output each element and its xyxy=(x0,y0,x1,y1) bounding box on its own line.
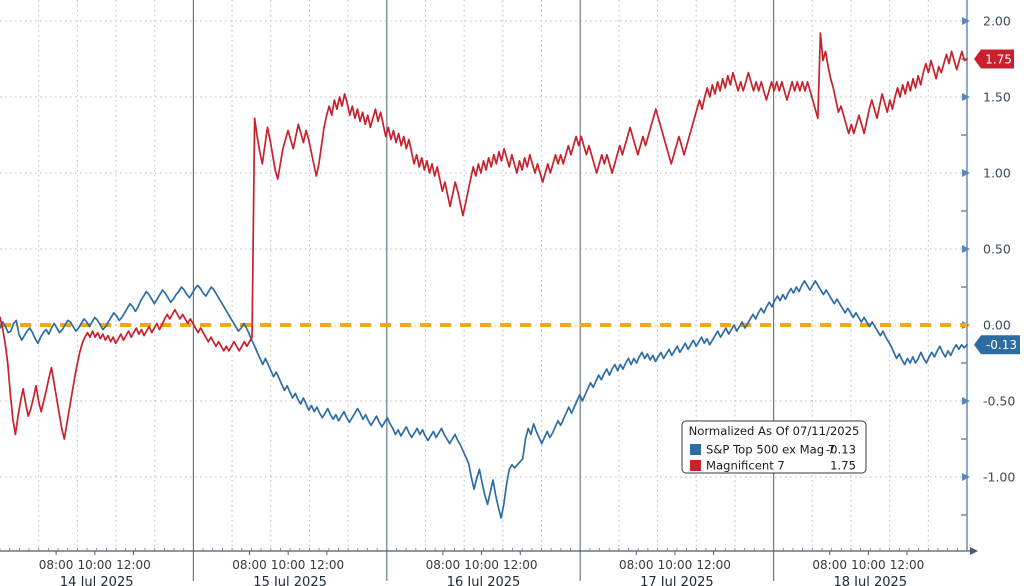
x-tick-label: 10:00 xyxy=(77,558,112,572)
x-tick-label: 12:00 xyxy=(890,558,925,572)
x-tick-label: 08:00 xyxy=(812,558,847,572)
x-tick-label: 10:00 xyxy=(464,558,499,572)
x-tick-label: 12:00 xyxy=(503,558,538,572)
badge-shape xyxy=(974,335,1020,355)
x-tick-label: 08:00 xyxy=(619,558,654,572)
x-tick-label: 12:00 xyxy=(696,558,731,572)
x-tick-label: 10:00 xyxy=(851,558,886,572)
y-tick-label: 1.50 xyxy=(983,90,1011,105)
y-tick-label: 1.00 xyxy=(983,166,1011,181)
x-day-label: 18 Jul 2025 xyxy=(834,575,908,586)
legend-series-label: S&P Top 500 ex Mag 7 xyxy=(706,443,835,457)
x-day-label: 15 Jul 2025 xyxy=(253,575,327,586)
x-tick-label: 08:00 xyxy=(232,558,267,572)
y-tick-label: -1.00 xyxy=(983,470,1015,485)
legend-series-label: Magnificent 7 xyxy=(706,459,785,473)
y-tick-arrow xyxy=(962,17,970,25)
mag7-value-badge: 1.75 xyxy=(974,49,1014,69)
x-tick-label: 10:00 xyxy=(658,558,693,572)
x-tick-label: 10:00 xyxy=(271,558,306,572)
legend-box xyxy=(681,420,867,474)
y-tick-label: -0.50 xyxy=(983,394,1015,409)
y-tick-arrow xyxy=(962,473,970,481)
x-tick-label: 12:00 xyxy=(116,558,151,572)
y-tick-label: 2.00 xyxy=(983,14,1011,29)
badge-value: -0.13 xyxy=(986,338,1017,352)
legend-series-value: 1.75 xyxy=(830,459,856,473)
x-day-label: 14 Jul 2025 xyxy=(60,575,134,586)
x-tick-label: 08:00 xyxy=(426,558,461,572)
legend-series-value: -0.13 xyxy=(826,443,856,457)
x-day-label: 17 Jul 2025 xyxy=(640,575,714,586)
y-tick-arrow xyxy=(962,169,970,177)
y-tick-arrow xyxy=(962,397,970,405)
series-line-sp-top-500-ex-mag-7[interactable] xyxy=(0,280,968,519)
series-line-magnificent-7[interactable] xyxy=(0,32,968,440)
y-tick-arrow xyxy=(962,245,970,253)
legend: Normalized As Of 07/11/2025 S&P Top 500 e… xyxy=(681,420,867,474)
legend-title: Normalized As Of 07/11/2025 xyxy=(689,424,860,438)
x-day-label: 16 Jul 2025 xyxy=(447,575,521,586)
badge-shape xyxy=(974,49,1014,69)
sp-ex-mag7-value-badge: -0.13 xyxy=(974,335,1020,355)
badge-value: 1.75 xyxy=(985,52,1012,66)
legend-swatch xyxy=(690,460,701,471)
x-tick-label: 08:00 xyxy=(39,558,74,572)
legend-swatch xyxy=(690,444,701,455)
y-tick-label: 0.50 xyxy=(983,242,1011,257)
x-tick-label: 12:00 xyxy=(310,558,345,572)
y-tick-arrow xyxy=(962,93,970,101)
y-tick-label: 0.00 xyxy=(983,318,1011,333)
x-axis-arrow xyxy=(970,547,978,555)
